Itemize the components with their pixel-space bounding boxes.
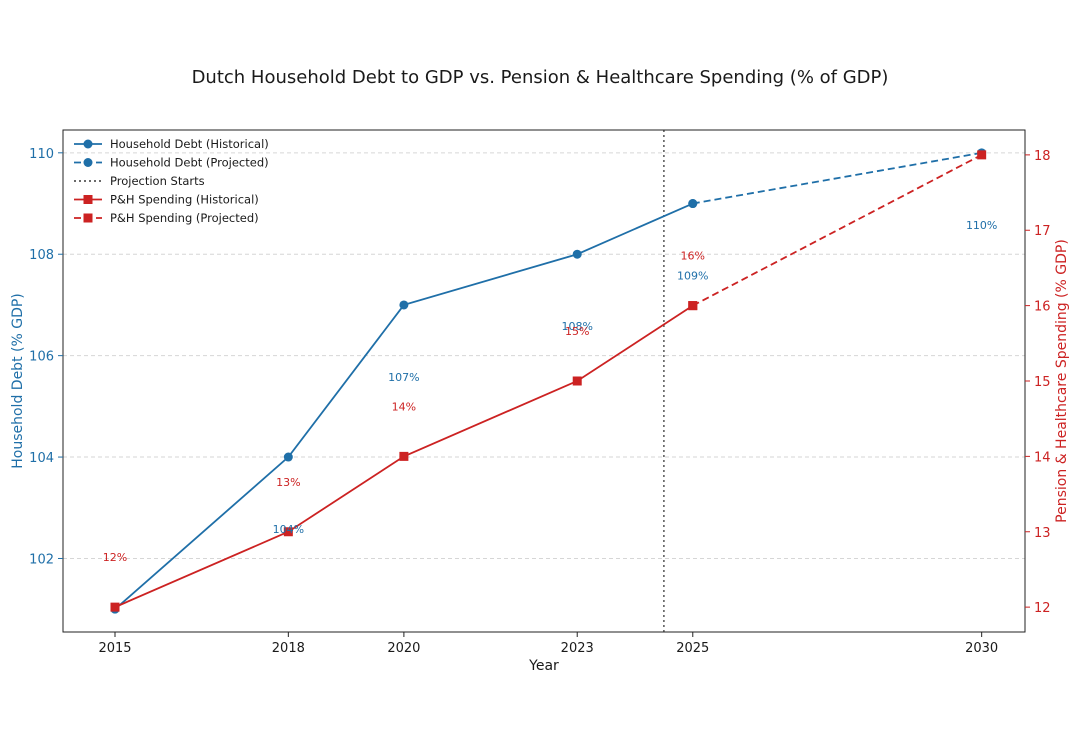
spending-data-label-2: 14% (392, 400, 416, 413)
legend-label-2: Projection Starts (110, 174, 205, 188)
spending-data-label-0: 12% (103, 551, 127, 564)
series-3-point-1 (977, 150, 987, 160)
chart-title: Dutch Household Debt to GDP vs. Pension … (192, 67, 889, 88)
legend-marker-4 (83, 213, 93, 223)
right-tick-label-18: 18 (1034, 149, 1051, 164)
x-axis-label: Year (528, 658, 559, 674)
debt-data-label-4: 110% (966, 219, 997, 232)
legend-label-3: P&H Spending (Historical) (110, 193, 259, 207)
right-tick-label-12: 12 (1034, 601, 1051, 616)
right-tick-label-14: 14 (1034, 450, 1051, 465)
series-2-point-3 (572, 376, 582, 386)
spending-data-label-1: 13% (276, 476, 300, 489)
left-tick-label-110: 110 (29, 147, 54, 162)
series-2-point-0 (110, 602, 120, 612)
gridlines (63, 152, 1025, 559)
x-tick-label-2030: 2030 (965, 641, 998, 656)
left-tick-label-106: 106 (29, 350, 54, 365)
x-tick-label-2015: 2015 (98, 641, 131, 656)
series-2-point-2 (399, 451, 409, 461)
left-tick-label-104: 104 (29, 451, 54, 466)
series-3-point-0 (688, 301, 698, 311)
series-2-point-1 (283, 527, 293, 537)
spending-data-label-4: 16% (681, 250, 705, 263)
legend-marker-0 (83, 139, 93, 149)
legend-marker-3 (83, 195, 93, 204)
legend-label-0: Household Debt (Historical) (110, 137, 269, 151)
x-tick-label-2025: 2025 (676, 641, 709, 656)
series-1-point-0 (688, 199, 698, 209)
series-0-point-1 (283, 452, 293, 462)
legend-marker-1 (83, 158, 93, 167)
legend: Household Debt (Historical) Household Deb… (74, 137, 269, 225)
x-axis-ticks: 2015 2018 2020 2023 2025 2030 (98, 632, 998, 656)
left-axis-ticks: 102 104 106 108 110 (29, 147, 63, 567)
x-tick-label-2018: 2018 (272, 641, 305, 656)
x-tick-label-2023: 2023 (561, 641, 594, 656)
right-tick-label-17: 17 (1034, 224, 1051, 239)
left-axis-label: Household Debt (% GDP) (10, 293, 26, 469)
series-lines (110, 148, 987, 614)
debt-data-label-0: 104% (273, 523, 304, 536)
right-tick-label-15: 15 (1034, 375, 1051, 390)
data-labels: 104% 107% 108% 109% 110% 12% 13% 14% 15% 16% (103, 219, 998, 564)
series-0-point-3 (572, 249, 582, 259)
series-0-point-2 (399, 300, 409, 310)
spending-data-label-3: 15% (565, 325, 589, 338)
right-tick-label-16: 16 (1034, 300, 1051, 315)
series-line-1 (692, 151, 982, 205)
right-tick-label-13: 13 (1034, 526, 1051, 541)
x-tick-label-2020: 2020 (387, 641, 420, 656)
debt-data-label-3: 109% (677, 270, 708, 283)
right-axis-ticks: 12 13 14 15 16 17 18 (1025, 149, 1051, 616)
debt-data-label-1: 107% (388, 371, 419, 384)
left-tick-label-102: 102 (29, 552, 54, 567)
debt-data-label-2: 108% (561, 320, 592, 333)
legend-label-4: P&H Spending (Projected) (110, 211, 259, 225)
legend-label-1: Household Debt (Projected) (110, 156, 269, 170)
left-tick-label-108: 108 (29, 248, 54, 263)
right-axis-label: Pension & Healthcare Spending (% GDP) (1054, 239, 1070, 523)
